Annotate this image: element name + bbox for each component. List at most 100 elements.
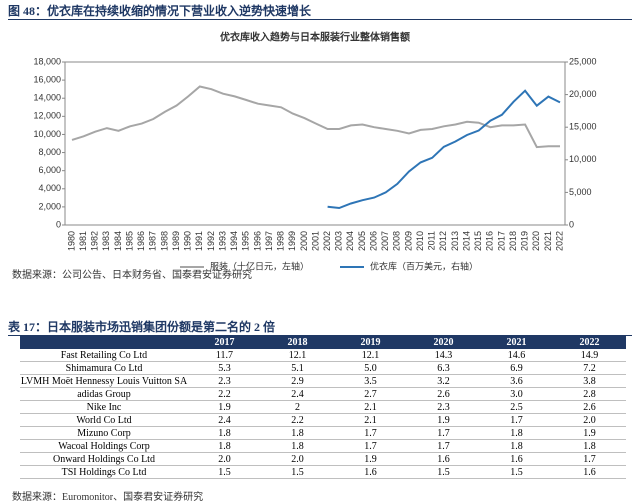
x-tick-label: 1998 <box>276 231 286 251</box>
table-cell: 6.9 <box>480 361 553 375</box>
y2-tick-label: 0 <box>569 219 574 229</box>
header-cell: 2017 <box>188 336 261 349</box>
table-cell: 1.7 <box>334 439 407 453</box>
x-tick-label: 2008 <box>392 231 402 251</box>
table-cell: 14.6 <box>480 349 553 362</box>
table-row: Wacoal Holdings Corp 1.8 1.8 1.7 1.7 1.8 1.8 <box>20 439 626 453</box>
table-cell: 2.4 <box>261 387 334 401</box>
table-row: Onward Holdings Co Ltd 2.0 2.0 1.9 1.6 1.6 1.7 <box>20 452 626 466</box>
table-cell: 3.6 <box>480 374 553 388</box>
table-cell: Shimamura Co Ltd <box>20 361 188 375</box>
x-tick-label: 2021 <box>543 231 553 251</box>
y2-tick-label: 5,000 <box>569 187 592 197</box>
y-tick-label: 8,000 <box>38 147 61 157</box>
series-line <box>71 85 560 149</box>
table-cell: 3.8 <box>553 374 626 388</box>
table-cell: 3.2 <box>407 374 480 388</box>
x-tick-label: 1996 <box>252 231 262 251</box>
table-cell: 3.5 <box>334 374 407 388</box>
table-cell: 3.0 <box>480 387 553 401</box>
x-tick-label: 1983 <box>101 231 111 251</box>
table-cell: 14.3 <box>407 349 480 362</box>
header-cell: 2018 <box>261 336 334 349</box>
x-tick-label: 2009 <box>403 231 413 251</box>
table-cell: 1.8 <box>188 426 261 440</box>
x-tick-label: 2000 <box>299 231 309 251</box>
x-tick-label: 2006 <box>368 231 378 251</box>
header-cell <box>20 336 188 349</box>
table-row: TSI Holdings Co Ltd 1.5 1.5 1.6 1.5 1.5 1.6 <box>20 465 626 479</box>
source: 数据来源：公司公告、日本财务省、国泰君安证券研究 <box>12 270 252 281</box>
table-cell: 1.9 <box>334 452 407 466</box>
y2-tick-label: 15,000 <box>569 122 597 132</box>
x-tick-label: 2007 <box>380 231 390 251</box>
table-row: adidas Group 2.2 2.4 2.7 2.6 3.0 2.8 <box>20 387 626 401</box>
table-cell: 1.7 <box>480 413 553 427</box>
table-cell: 2.6 <box>407 387 480 401</box>
table-cell: 1.5 <box>407 465 480 479</box>
table-cell: 2.1 <box>334 413 407 427</box>
x-tick-label: 1990 <box>183 231 193 251</box>
table-cell: 1.5 <box>480 465 553 479</box>
x-tick-label: 2004 <box>345 231 355 251</box>
table-cell: 2.2 <box>261 413 334 427</box>
table-cell: Nike Inc <box>20 400 188 414</box>
table-cell: 2.0 <box>261 452 334 466</box>
x-tick-label: 2005 <box>357 231 367 251</box>
table-cell: 1.9 <box>407 413 480 427</box>
x-tick-label: 2015 <box>473 231 483 251</box>
table-cell: 2.5 <box>480 400 553 414</box>
table-cell: 12.1 <box>261 349 334 362</box>
y-tick-label: 6,000 <box>38 165 61 175</box>
legend-label: 优衣库（百万美元，右轴） <box>370 260 478 271</box>
table-cell: 2.3 <box>188 374 261 388</box>
table-cell: 1.6 <box>334 465 407 479</box>
x-tick-label: 1991 <box>194 231 204 251</box>
table-cell: 2.3 <box>407 400 480 414</box>
table-cell: 6.3 <box>407 361 480 375</box>
x-tick-label: 1994 <box>229 231 239 251</box>
y2-tick-label: 20,000 <box>569 89 597 99</box>
x-tick-label: 1986 <box>136 231 146 251</box>
table-cell: 2.7 <box>334 387 407 401</box>
x-tick-label: 1985 <box>124 231 134 251</box>
chart: 优衣库收入趋势与日本服装行业整体销售额 0 2,000 4,000 6,000 8,000… <box>33 31 597 272</box>
table-cell: 1.8 <box>261 426 334 440</box>
table-cell: 7.2 <box>553 361 626 375</box>
x-tick-label: 1999 <box>287 231 297 251</box>
table-title: 表 17：日本服装市场迅销集团份额是第二名的 2 倍 <box>8 318 632 336</box>
header-cell: 2021 <box>480 336 553 349</box>
x-tick-label: 2012 <box>438 231 448 251</box>
table-cell: 1.5 <box>188 465 261 479</box>
table-cell: 1.8 <box>261 439 334 453</box>
x-tick-label: 2020 <box>531 231 541 251</box>
y-tick-label: 18,000 <box>33 56 61 66</box>
x-tick-label: 2011 <box>427 231 437 250</box>
y-tick-label: 10,000 <box>33 129 61 139</box>
table-cell: 5.3 <box>188 361 261 375</box>
y-tick-label: 2,000 <box>38 201 61 211</box>
table-cell: 2.0 <box>553 413 626 427</box>
table-cell: 2.0 <box>188 452 261 466</box>
table-row: World Co Ltd 2.4 2.2 2.1 1.9 1.7 2.0 <box>20 413 626 427</box>
table-cell: World Co Ltd <box>20 413 188 427</box>
table-cell: 2 <box>261 400 334 414</box>
table-cell: 1.8 <box>480 439 553 453</box>
y2-tick-label: 10,000 <box>569 154 597 164</box>
x-tick-label: 2019 <box>520 231 530 251</box>
x-tick-label: 2001 <box>310 231 320 251</box>
x-tick-label: 2002 <box>322 231 332 251</box>
x-tick-label: 1984 <box>113 231 123 251</box>
table-cell: 2.1 <box>334 400 407 414</box>
table-cell: 1.8 <box>553 439 626 453</box>
x-tick-label: 1982 <box>90 231 100 251</box>
y-tick-label: 12,000 <box>33 111 61 121</box>
table-cell: LVMH Moët Hennessy Louis Vuitton SA <box>20 374 188 388</box>
figure-title: 图 48：优衣库在持续收缩的情况下营业收入逆势快速增长 <box>8 2 632 20</box>
table-cell: 1.6 <box>407 452 480 466</box>
x-tick-label: 2018 <box>508 231 518 251</box>
table-cell: 1.5 <box>261 465 334 479</box>
chart-title: 优衣库收入趋势与日本服装行业整体销售额 <box>220 31 410 44</box>
x-tick-label: 2022 <box>554 231 564 251</box>
